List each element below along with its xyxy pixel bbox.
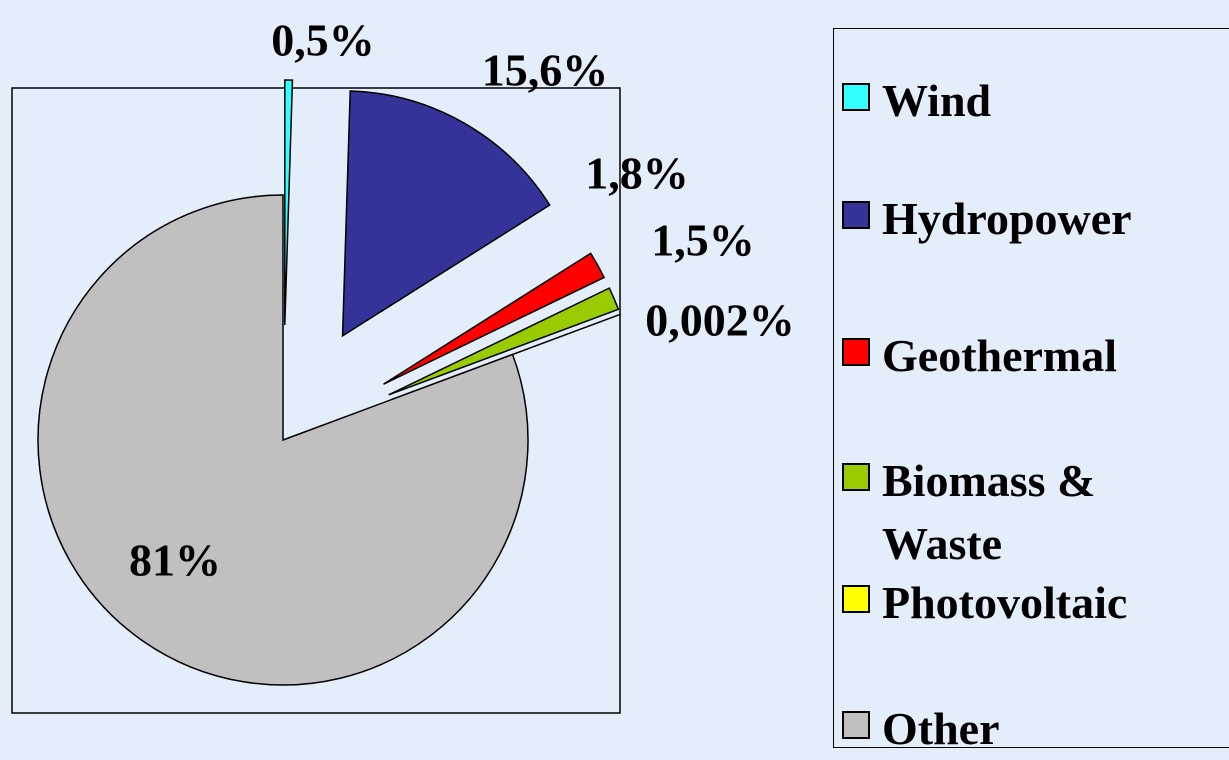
- pie-slice: [37, 194, 529, 686]
- data-label: 0,5%: [271, 15, 375, 66]
- pie-slice: [383, 252, 606, 385]
- data-label: 0,002%: [645, 295, 795, 346]
- data-label: 1,8%: [585, 148, 689, 199]
- legend-label: Geothermal: [882, 330, 1118, 381]
- legend-label: Wind: [882, 75, 992, 126]
- pie-slice: [341, 90, 551, 338]
- legend-item: Biomass & Waste: [842, 449, 1132, 575]
- legend-label: Other: [882, 703, 1000, 754]
- pie-slice: [284, 79, 294, 326]
- legend-item: Other: [842, 697, 1212, 760]
- legend-swatch: [842, 585, 870, 613]
- legend-item: Photovoltaic: [842, 571, 1212, 634]
- legend-label: Hydropower: [882, 193, 1132, 244]
- chart: 0,5% 15,6% 1,8% 1,5% 0,002% 81%: [11, 15, 795, 714]
- legend-swatch: [842, 463, 870, 491]
- legend-swatch: [842, 338, 870, 366]
- legend-swatch: [842, 201, 870, 229]
- plot-area: [11, 87, 621, 714]
- legend-label: Photovoltaic: [882, 577, 1128, 628]
- legend-label: Biomass & Waste: [882, 455, 1096, 569]
- legend-item: Wind: [842, 69, 1212, 132]
- legend-item: Hydropower: [842, 187, 1212, 250]
- data-label: 81%: [129, 535, 221, 586]
- data-label: 1,5%: [651, 215, 755, 266]
- data-label: 15,6%: [482, 45, 609, 96]
- legend-swatch: [842, 711, 870, 739]
- legend-item: Geothermal: [842, 324, 1212, 387]
- page: 0,5% 15,6% 1,8% 1,5% 0,002% 81% Wind Hydropowe…: [11, 14, 1229, 754]
- legend-swatch: [842, 83, 870, 111]
- legend: Wind Hydropower Geothermal Biomass & Waste P…: [833, 28, 1229, 754]
- pie-slice: [388, 287, 620, 396]
